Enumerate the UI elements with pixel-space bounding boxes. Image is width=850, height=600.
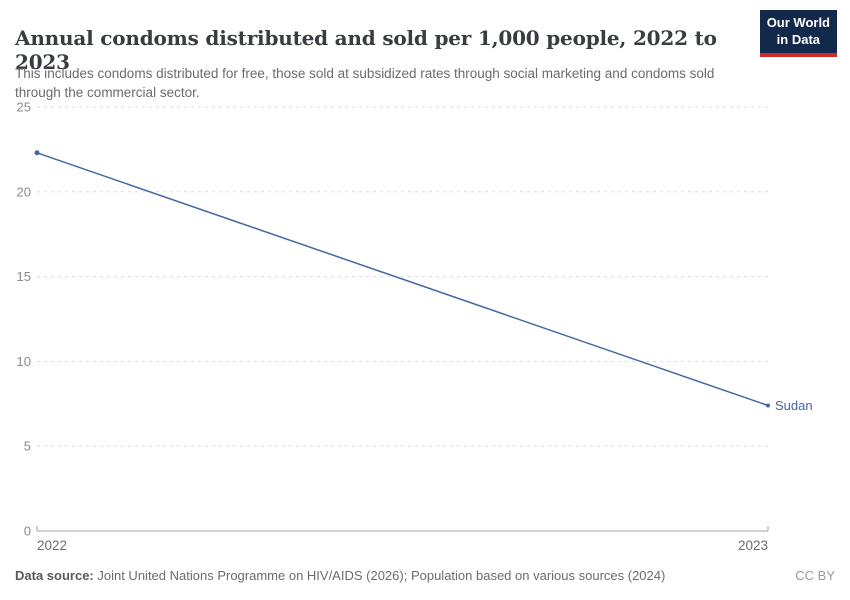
chart-area: 0 5 10 15 20 25 2022 2023 Sudan [0,95,850,570]
y-tick-label: 20 [17,184,31,199]
data-source-label: Data source: [15,568,94,583]
data-source-text: Joint United Nations Programme on HIV/AI… [93,568,666,583]
y-tick-label: 15 [17,269,31,284]
owid-logo-line1: Our World [766,15,830,30]
y-tick-label: 25 [17,100,31,115]
chart-svg: 0 5 10 15 20 25 2022 2023 Sudan [17,100,813,554]
x-tick-label: 2022 [37,538,67,553]
data-source-note: Data source: Joint United Nations Progra… [15,568,665,583]
owid-logo-line2: in Data [776,31,821,47]
y-tick-label: 10 [17,354,31,369]
y-tick-label: 0 [24,524,31,539]
chart-title: Annual condoms distributed and sold per … [15,26,717,75]
owid-logo[interactable]: Our World in Data [759,10,837,57]
entity-label[interactable]: Sudan [775,398,813,413]
chart-footer: Data source: Joint United Nations Progra… [15,568,835,583]
y-tick-label: 5 [24,439,31,454]
license-link[interactable]: CC BY [795,568,835,583]
series-line[interactable] [36,152,769,407]
x-tick-label: 2023 [738,538,768,553]
data-point-end[interactable] [766,403,770,408]
chart-subtitle: This includes condoms distributed for fr… [15,65,715,100]
data-point-start[interactable] [34,150,40,156]
